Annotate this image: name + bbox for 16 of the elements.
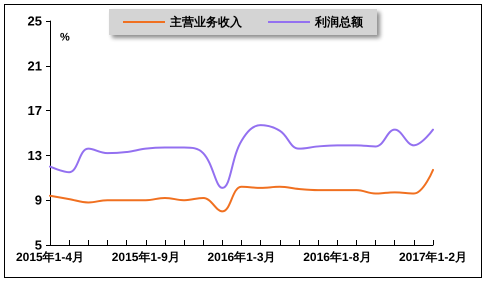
x-tick-label: 2015年1-9月: [112, 250, 180, 264]
line-series: [49, 168, 434, 212]
y-tick-label: 13: [28, 148, 42, 163]
y-tick-label: 5: [34, 238, 42, 252]
legend-label: 利润总额: [314, 15, 364, 29]
y-axis-title: %: [60, 32, 70, 44]
x-tick-label: 2015年1-4月: [16, 250, 84, 264]
x-tick-label: 2016年1-8月: [303, 250, 372, 264]
y-tick-label: 17: [28, 103, 42, 118]
y-tick-label: 25: [28, 14, 42, 28]
x-tick-label: 2016年1-3月: [207, 250, 276, 264]
legend-label: 主营业务收入: [169, 15, 243, 29]
y-tick-label: 21: [28, 58, 42, 74]
line-series: [49, 124, 434, 189]
y-tick-label: 9: [34, 192, 42, 208]
x-tick-label: 2017年1-2月: [398, 250, 468, 264]
